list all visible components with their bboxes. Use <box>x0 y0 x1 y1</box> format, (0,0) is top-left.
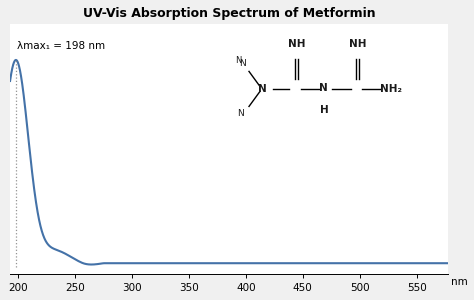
Text: NH: NH <box>288 39 305 49</box>
Text: nm: nm <box>451 277 467 286</box>
Text: N: N <box>319 83 328 93</box>
Text: NH: NH <box>349 39 366 49</box>
Text: N: N <box>239 59 246 68</box>
Title: UV-Vis Absorption Spectrum of Metformin: UV-Vis Absorption Spectrum of Metformin <box>83 7 375 20</box>
Text: N: N <box>235 56 241 65</box>
Text: NH₂: NH₂ <box>381 84 402 94</box>
Text: H: H <box>319 105 328 115</box>
Text: N: N <box>237 110 244 118</box>
Text: λmax₁ = 198 nm: λmax₁ = 198 nm <box>17 41 105 51</box>
Text: N: N <box>258 84 266 94</box>
